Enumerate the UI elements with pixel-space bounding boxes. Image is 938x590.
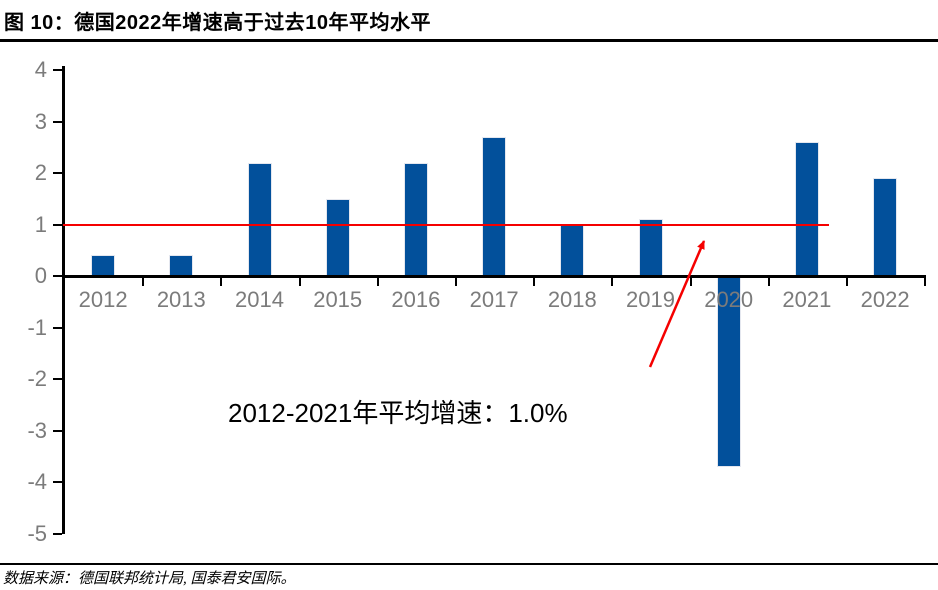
x-tick <box>376 277 379 286</box>
y-tick <box>53 172 62 174</box>
y-tick-label: -2 <box>27 366 47 391</box>
x-tick <box>846 277 848 286</box>
bar-2012 <box>91 255 116 276</box>
bar-2013 <box>169 255 194 276</box>
bar-2016 <box>403 162 428 276</box>
average-reference-line <box>63 223 829 226</box>
source-note: 数据来源：德国联邦统计局, 国泰君安国际。 <box>3 571 296 587</box>
x-axis-label: 2014 <box>235 287 284 312</box>
x-axis-label: 2020 <box>704 287 754 312</box>
y-tick <box>53 429 62 432</box>
x-axis-label: 2015 <box>313 287 363 312</box>
bar-2014 <box>247 162 272 276</box>
x-tick <box>220 277 223 286</box>
bar-2017 <box>482 136 507 276</box>
bar-2019 <box>638 219 663 276</box>
y-tick-label: -5 <box>27 520 47 546</box>
x-tick <box>689 277 692 286</box>
x-tick <box>924 277 927 286</box>
y-tick <box>53 378 62 380</box>
x-axis-label: 2013 <box>156 287 206 312</box>
bar-2022 <box>873 178 898 276</box>
x-axis-line <box>62 274 926 278</box>
figure-title: 图 10：德国2022年增速高于过去10年平均水平 <box>4 12 432 34</box>
x-tick <box>298 277 301 286</box>
x-axis-label: 2012 <box>78 287 128 312</box>
y-tick <box>53 481 62 483</box>
y-tick <box>53 69 62 71</box>
y-tick <box>53 223 62 226</box>
x-axis-label: 2016 <box>391 287 441 312</box>
x-tick <box>611 277 614 286</box>
y-tick-label: -4 <box>27 469 47 494</box>
annotation-label: 2012-2021年平均增速：1.0% <box>228 398 568 428</box>
x-axis-label: 2022 <box>860 287 910 312</box>
footer-divider <box>0 563 938 565</box>
y-tick <box>53 120 62 123</box>
y-axis-line <box>62 66 65 534</box>
x-tick <box>455 277 457 286</box>
y-tick-label: 2 <box>34 160 47 185</box>
y-tick-label: 1 <box>34 211 47 237</box>
x-tick <box>533 277 536 286</box>
bar-2020 <box>716 276 741 467</box>
bar-2021 <box>794 142 819 276</box>
title-underline <box>0 39 938 42</box>
y-tick <box>53 275 62 277</box>
y-tick <box>53 532 62 535</box>
y-tick-label: -3 <box>27 417 47 443</box>
x-axis-label: 2017 <box>469 287 519 312</box>
y-tick-label: 4 <box>34 57 47 82</box>
x-tick <box>142 277 145 286</box>
x-axis-label: 2021 <box>782 287 832 312</box>
bar-2018 <box>560 224 585 276</box>
x-axis-label: 2019 <box>626 287 675 312</box>
y-tick-label: 0 <box>34 263 47 288</box>
bar-2015 <box>325 198 350 276</box>
x-axis-label: 2018 <box>547 287 597 312</box>
y-tick-label: 3 <box>34 108 47 134</box>
y-tick <box>53 326 62 329</box>
x-tick <box>767 277 770 286</box>
y-tick-label: -1 <box>27 314 47 340</box>
